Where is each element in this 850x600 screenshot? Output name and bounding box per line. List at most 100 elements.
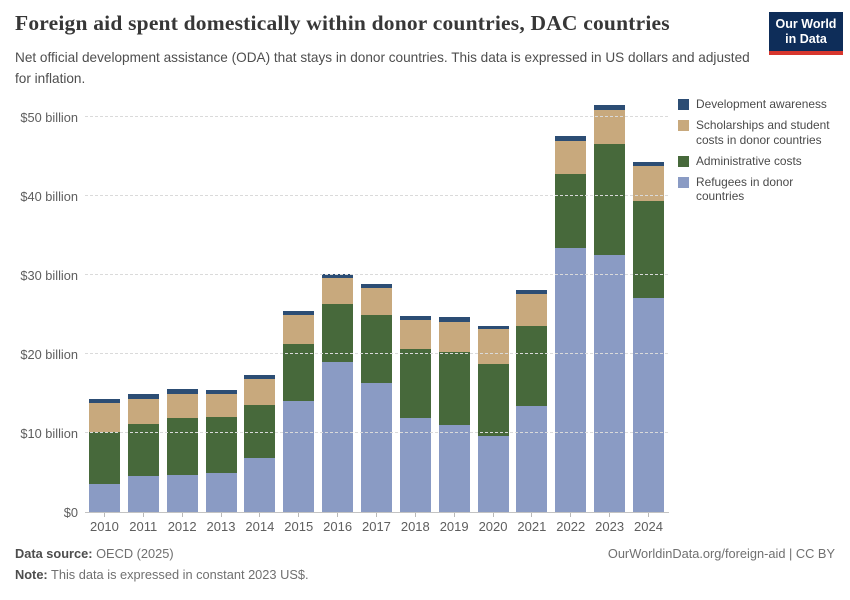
segment-administrative-costs-2017[interactable] xyxy=(360,314,392,384)
segment-refugees-2021[interactable] xyxy=(516,406,548,512)
segment-refugees-2023[interactable] xyxy=(594,255,626,512)
segment-development-awareness-2024[interactable] xyxy=(632,162,664,167)
bar-slot xyxy=(396,100,435,512)
segment-scholarships-2015[interactable] xyxy=(283,314,315,344)
x-tick-label: 2024 xyxy=(634,519,663,534)
segment-refugees-2018[interactable] xyxy=(399,418,431,512)
legend-item-refugees[interactable]: Refugees in donor countries xyxy=(678,175,848,205)
segment-scholarships-2021[interactable] xyxy=(516,293,548,327)
segment-administrative-costs-2013[interactable] xyxy=(205,417,237,474)
segment-administrative-costs-2023[interactable] xyxy=(594,143,626,256)
segment-refugees-2022[interactable] xyxy=(555,248,587,512)
segment-scholarships-2017[interactable] xyxy=(360,288,392,315)
segment-development-awareness-2015[interactable] xyxy=(283,311,315,315)
owid-link[interactable]: OurWorldinData.org/foreign-aid | CC BY xyxy=(607,546,835,561)
segment-administrative-costs-2024[interactable] xyxy=(632,200,664,298)
segment-administrative-costs-2011[interactable] xyxy=(127,424,159,477)
segment-refugees-2015[interactable] xyxy=(283,401,315,512)
segment-development-awareness-2022[interactable] xyxy=(555,135,587,141)
page-title: Foreign aid spent domestically within do… xyxy=(15,11,670,35)
segment-development-awareness-2023[interactable] xyxy=(594,105,626,110)
bar-2021[interactable] xyxy=(516,290,548,512)
owid-logo[interactable]: Our World in Data xyxy=(769,12,843,55)
segment-development-awareness-2013[interactable] xyxy=(205,389,237,394)
segment-refugees-2013[interactable] xyxy=(205,473,237,512)
segment-refugees-2024[interactable] xyxy=(632,297,664,512)
segment-scholarships-2010[interactable] xyxy=(88,403,120,433)
segment-administrative-costs-2022[interactable] xyxy=(555,173,587,249)
segment-scholarships-2024[interactable] xyxy=(632,166,664,201)
bar-slot xyxy=(435,100,474,512)
legend-item-scholarships[interactable]: Scholarships and student costs in donor … xyxy=(678,118,848,148)
segment-administrative-costs-2010[interactable] xyxy=(88,432,120,484)
bar-slot xyxy=(474,100,513,512)
segment-administrative-costs-2020[interactable] xyxy=(477,363,509,437)
bar-2014[interactable] xyxy=(244,374,276,512)
segment-administrative-costs-2021[interactable] xyxy=(516,326,548,407)
bar-2023[interactable] xyxy=(594,105,626,512)
segment-refugees-2011[interactable] xyxy=(127,476,159,512)
segment-administrative-costs-2012[interactable] xyxy=(166,418,198,475)
segment-administrative-costs-2019[interactable] xyxy=(438,351,470,426)
bar-2010[interactable] xyxy=(88,399,120,512)
segment-development-awareness-2020[interactable] xyxy=(477,326,509,329)
segment-development-awareness-2018[interactable] xyxy=(399,316,431,321)
segment-development-awareness-2021[interactable] xyxy=(516,290,548,294)
legend-item-administrative-costs[interactable]: Administrative costs xyxy=(678,154,848,169)
bar-2024[interactable] xyxy=(632,162,664,512)
gridline xyxy=(85,195,668,196)
gridline xyxy=(85,274,668,275)
x-tick xyxy=(609,513,611,517)
segment-administrative-costs-2014[interactable] xyxy=(244,405,276,459)
segment-development-awareness-2019[interactable] xyxy=(438,316,470,322)
legend-item-development-awareness[interactable]: Development awareness xyxy=(678,97,848,112)
segment-scholarships-2011[interactable] xyxy=(127,399,159,425)
segment-refugees-2014[interactable] xyxy=(244,458,276,512)
legend-swatch-icon xyxy=(678,155,689,167)
legend-label: Refugees in donor countries xyxy=(696,174,794,204)
bar-2013[interactable] xyxy=(205,389,237,512)
bar-2022[interactable] xyxy=(555,135,587,512)
tick-slot xyxy=(85,513,124,517)
bar-2019[interactable] xyxy=(438,316,470,512)
segment-development-awareness-2011[interactable] xyxy=(127,394,159,400)
bar-2017[interactable] xyxy=(360,283,392,512)
segment-development-awareness-2012[interactable] xyxy=(166,388,198,394)
x-tick-label: 2016 xyxy=(323,519,353,534)
bar-2011[interactable] xyxy=(127,394,159,512)
x-tick xyxy=(414,513,416,517)
bar-2012[interactable] xyxy=(166,388,198,512)
bar-slot xyxy=(318,100,357,512)
bar-slot xyxy=(590,100,629,512)
bar-2016[interactable] xyxy=(322,274,354,512)
segment-scholarships-2014[interactable] xyxy=(244,379,276,406)
segment-development-awareness-2010[interactable] xyxy=(88,399,120,403)
tick-slot xyxy=(357,513,396,517)
bar-2018[interactable] xyxy=(399,316,431,512)
segment-scholarships-2016[interactable] xyxy=(322,278,354,305)
bar-slot xyxy=(629,100,668,512)
bar-2015[interactable] xyxy=(283,311,315,512)
segment-refugees-2017[interactable] xyxy=(360,383,392,512)
segment-administrative-costs-2018[interactable] xyxy=(399,349,431,418)
segment-development-awareness-2014[interactable] xyxy=(244,374,276,380)
segment-scholarships-2020[interactable] xyxy=(477,328,509,364)
segment-scholarships-2018[interactable] xyxy=(399,320,431,350)
segment-administrative-costs-2016[interactable] xyxy=(322,304,354,362)
segment-scholarships-2012[interactable] xyxy=(166,393,198,418)
segment-scholarships-2022[interactable] xyxy=(555,140,587,174)
segment-refugees-2020[interactable] xyxy=(477,436,509,512)
segment-refugees-2010[interactable] xyxy=(88,483,120,512)
segment-refugees-2016[interactable] xyxy=(322,361,354,512)
bars-container xyxy=(85,100,668,512)
segment-development-awareness-2017[interactable] xyxy=(360,283,392,289)
data-source-value: OECD (2025) xyxy=(96,546,174,561)
bar-2020[interactable] xyxy=(477,326,509,512)
segment-scholarships-2019[interactable] xyxy=(438,321,470,352)
segment-refugees-2012[interactable] xyxy=(166,474,198,512)
segment-scholarships-2013[interactable] xyxy=(205,393,237,418)
segment-development-awareness-2016[interactable] xyxy=(322,274,354,279)
segment-scholarships-2023[interactable] xyxy=(594,109,626,144)
tick-slot xyxy=(551,513,590,517)
segment-refugees-2019[interactable] xyxy=(438,425,470,512)
